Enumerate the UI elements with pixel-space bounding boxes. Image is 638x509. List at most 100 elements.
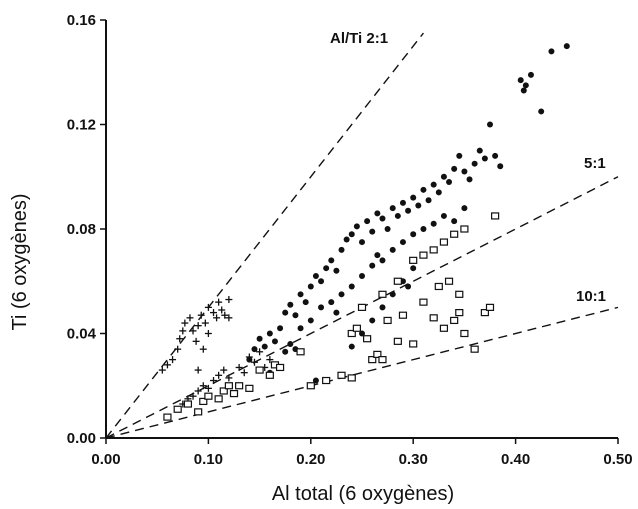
filled-circle-marker bbox=[384, 226, 391, 232]
open-square-marker bbox=[450, 316, 459, 325]
plus-marker bbox=[181, 319, 189, 327]
open-square-marker bbox=[352, 324, 361, 332]
filled-circle-marker bbox=[451, 165, 458, 172]
filled-circle-marker bbox=[348, 343, 355, 350]
reference-line bbox=[105, 306, 619, 439]
plus-marker bbox=[199, 382, 207, 390]
filled-circle-marker bbox=[353, 223, 360, 230]
filled-circle-marker bbox=[425, 197, 432, 204]
filled-circle-marker bbox=[287, 340, 294, 347]
filled-circle-marker bbox=[492, 152, 499, 159]
plus-marker bbox=[250, 358, 258, 366]
plus-marker bbox=[225, 374, 233, 382]
plus-marker bbox=[240, 369, 248, 377]
open-square-marker bbox=[306, 382, 315, 390]
open-square-marker bbox=[347, 329, 356, 338]
plus-marker bbox=[220, 366, 228, 374]
reference-line bbox=[105, 32, 424, 439]
plus-marker bbox=[197, 311, 205, 319]
plus-marker bbox=[192, 337, 200, 345]
filled-circle-marker bbox=[440, 212, 447, 219]
filled-circle-marker bbox=[348, 283, 355, 290]
filled-circle-marker bbox=[318, 304, 325, 311]
filled-circle-marker bbox=[266, 330, 273, 337]
plus-marker bbox=[210, 309, 218, 317]
filled-circle-marker bbox=[297, 291, 304, 298]
open-square-marker bbox=[245, 384, 254, 392]
open-square-marker bbox=[491, 212, 500, 220]
x-tick-label: 0.00 bbox=[91, 451, 120, 468]
open-square-marker bbox=[194, 408, 203, 416]
filled-circle-marker bbox=[312, 273, 319, 280]
y-tick-label: 0.08 bbox=[67, 221, 96, 238]
y-tick-label: 0.04 bbox=[67, 326, 97, 343]
plus-marker bbox=[179, 327, 187, 335]
filled-circle-marker bbox=[328, 257, 335, 264]
filled-circle-marker bbox=[369, 317, 376, 324]
y-tick-label: 0.12 bbox=[67, 117, 96, 134]
plus-marker bbox=[221, 311, 229, 319]
filled-circle-marker bbox=[374, 210, 381, 217]
filled-circle-marker bbox=[338, 246, 345, 253]
axes bbox=[105, 20, 618, 439]
open-square-marker bbox=[429, 314, 438, 322]
reference-lines bbox=[105, 32, 619, 439]
open-square-marker bbox=[439, 238, 449, 246]
plus-marker bbox=[176, 335, 184, 343]
filled-circle-marker bbox=[481, 155, 488, 162]
plus-marker bbox=[174, 345, 182, 353]
x-tick-label: 0.10 bbox=[194, 451, 223, 468]
plus-marker bbox=[266, 356, 274, 364]
filled-circle-marker bbox=[379, 257, 386, 264]
filled-circle-marker bbox=[348, 231, 355, 238]
plus-marker bbox=[215, 371, 223, 379]
open-square-marker bbox=[378, 290, 387, 298]
filled-circle-marker bbox=[522, 82, 529, 89]
filled-circle-marker bbox=[420, 226, 427, 232]
open-square-marker bbox=[383, 316, 392, 325]
filled-circle-marker bbox=[333, 267, 340, 274]
y-tick-label: 0.16 bbox=[67, 12, 96, 29]
open-square-marker bbox=[363, 335, 372, 343]
open-square-marker bbox=[322, 376, 331, 385]
open-square-marker bbox=[173, 405, 182, 413]
open-square-marker bbox=[393, 277, 402, 285]
open-square-marker bbox=[455, 309, 464, 317]
plus-marker bbox=[163, 361, 171, 369]
filled-circle-marker bbox=[389, 205, 396, 212]
open-square-marker bbox=[450, 230, 459, 238]
open-square-marker bbox=[255, 366, 264, 374]
open-square-marker bbox=[368, 356, 377, 364]
open-square-marker bbox=[439, 324, 449, 332]
plus-marker bbox=[213, 314, 221, 322]
y-axis-title: Ti (6 oxygènes) bbox=[9, 193, 31, 330]
open-square-marker bbox=[460, 329, 469, 338]
filled-circle-marker bbox=[548, 48, 555, 55]
open-square-marker bbox=[444, 277, 454, 285]
open-square-marker bbox=[398, 311, 408, 319]
filled-circle-marker bbox=[440, 173, 447, 180]
filled-circle-marker bbox=[415, 202, 422, 209]
filled-circle-marker bbox=[323, 265, 330, 272]
plus-marker bbox=[204, 384, 212, 392]
plus-marker bbox=[210, 377, 218, 385]
filled-circle-marker bbox=[282, 348, 289, 355]
open-square-marker bbox=[419, 298, 428, 306]
filled-circle-marker bbox=[410, 194, 417, 201]
ratio-label-2-1: Al/Ti 2:1 bbox=[330, 30, 388, 47]
ratio-label-5-1: 5:1 bbox=[584, 155, 606, 172]
filled-circle-marker bbox=[389, 291, 396, 298]
open-square-marker bbox=[409, 340, 418, 348]
plus-marker bbox=[235, 363, 243, 371]
open-square-marker bbox=[204, 392, 213, 400]
filled-circle-marker bbox=[410, 265, 417, 272]
plus-marker bbox=[169, 356, 177, 364]
filled-circle-marker bbox=[538, 108, 545, 115]
filled-circle-marker bbox=[461, 205, 468, 212]
filled-circle-marker bbox=[287, 301, 294, 308]
open-square-marker bbox=[419, 251, 428, 259]
filled-circle-marker bbox=[461, 168, 468, 175]
filled-circle-marker bbox=[456, 152, 463, 159]
open-square-marker bbox=[460, 225, 469, 233]
open-square-marker bbox=[265, 371, 274, 379]
